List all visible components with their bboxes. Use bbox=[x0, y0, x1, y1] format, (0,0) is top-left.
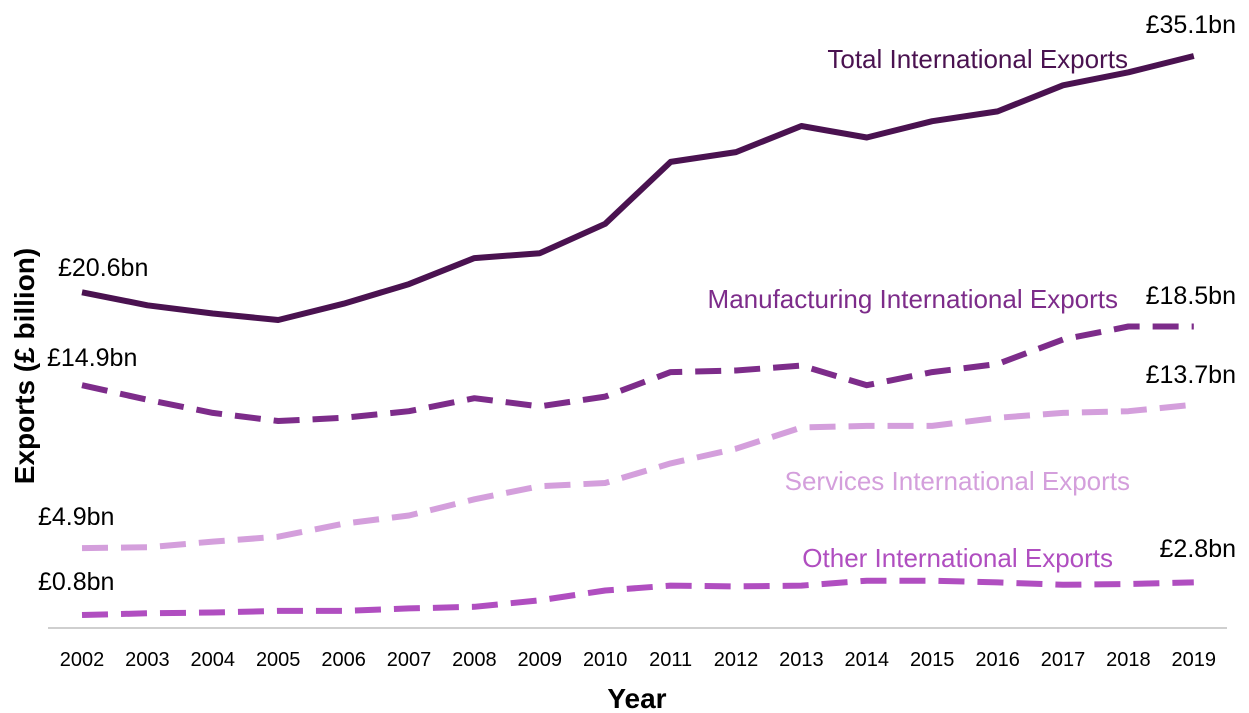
series-line-2 bbox=[81, 401, 1195, 552]
end-value-label: £18.5bn bbox=[1146, 282, 1236, 310]
end-value-label: £13.7bn bbox=[1146, 361, 1236, 389]
series-line-3 bbox=[81, 577, 1194, 618]
x-tick-label: 2013 bbox=[779, 649, 824, 671]
series-name-labels: Total International Exports Manufacturing… bbox=[708, 44, 1130, 573]
series-name-label: Total International Exports bbox=[827, 44, 1128, 74]
x-tick-labels: 2002 2003 2004 2005 2006 2007 2008 2009 2010 2011… bbox=[60, 649, 1216, 671]
x-tick-label: 2012 bbox=[714, 649, 759, 671]
x-tick-label: 2002 bbox=[60, 649, 105, 671]
x-tick-label: 2010 bbox=[583, 649, 628, 671]
x-tick-label: 2017 bbox=[1041, 649, 1086, 671]
x-tick-label: 2015 bbox=[910, 649, 955, 671]
x-tick-label: 2009 bbox=[518, 649, 563, 671]
start-value-label: £0.8bn bbox=[38, 568, 114, 596]
value-labels: £20.6bn £35.1bn £14.9bn £18.5bn £4.9bn £13.7b… bbox=[38, 11, 1236, 596]
x-tick-label: 2016 bbox=[975, 649, 1020, 671]
x-tick-label: 2003 bbox=[125, 649, 170, 671]
end-value-label: £35.1bn bbox=[1146, 11, 1236, 39]
y-axis-title: Exports (£ billion) bbox=[9, 248, 40, 484]
series-line-0 bbox=[81, 53, 1195, 323]
series-line-1 bbox=[81, 323, 1194, 424]
x-axis-title: Year bbox=[607, 683, 666, 713]
x-tick-label: 2011 bbox=[649, 649, 692, 671]
start-value-label: £4.9bn bbox=[38, 503, 114, 531]
series-lines bbox=[81, 53, 1195, 618]
x-tick-label: 2019 bbox=[1172, 649, 1217, 671]
series-name-label: Manufacturing International Exports bbox=[708, 284, 1118, 314]
series-name-label: Other International Exports bbox=[802, 543, 1113, 573]
x-tick-label: 2004 bbox=[191, 649, 236, 671]
series-name-label: Services International Exports bbox=[785, 466, 1130, 496]
x-tick-label: 2008 bbox=[452, 649, 497, 671]
x-tick-label: 2018 bbox=[1106, 649, 1151, 671]
x-tick-label: 2014 bbox=[845, 649, 890, 671]
start-value-label: £20.6bn bbox=[58, 254, 148, 282]
end-value-label: £2.8bn bbox=[1160, 535, 1236, 563]
x-tick-label: 2006 bbox=[321, 649, 366, 671]
start-value-label: £14.9bn bbox=[47, 344, 137, 372]
x-tick-label: 2007 bbox=[387, 649, 432, 671]
x-tick-label: 2005 bbox=[256, 649, 301, 671]
